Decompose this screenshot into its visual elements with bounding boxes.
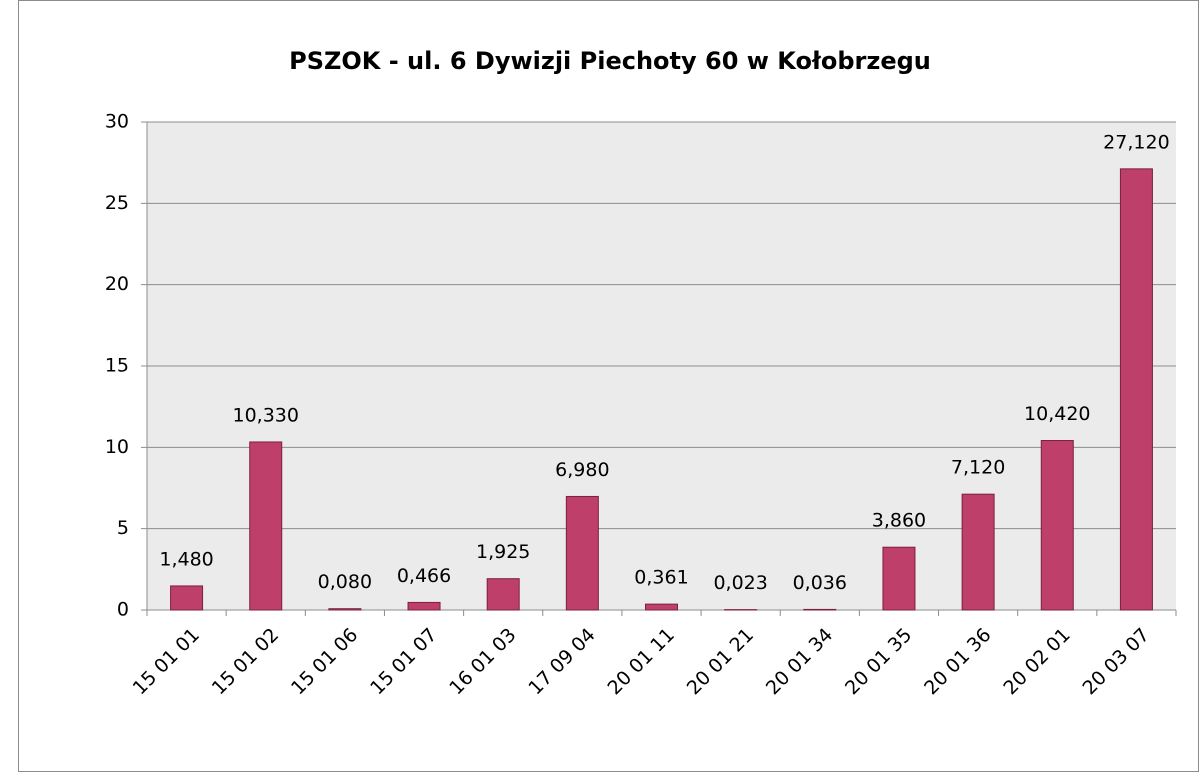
value-label: 0,466 xyxy=(397,565,451,587)
bar xyxy=(565,495,599,611)
value-label: 0,036 xyxy=(793,572,847,594)
y-tick-label: 10 xyxy=(105,436,129,458)
bar xyxy=(1040,440,1074,611)
value-label: 0,361 xyxy=(634,567,688,589)
value-label: 10,330 xyxy=(232,404,298,426)
value-label: 10,420 xyxy=(1024,403,1090,425)
value-label: 1,925 xyxy=(476,541,530,563)
bar xyxy=(328,608,362,611)
bar xyxy=(170,585,204,611)
value-label: 3,860 xyxy=(872,510,926,532)
y-tick-label: 5 xyxy=(117,517,129,539)
value-label: 0,023 xyxy=(713,572,767,594)
y-tick-label: 20 xyxy=(105,273,129,295)
bar xyxy=(645,603,678,611)
bar xyxy=(1119,168,1153,611)
value-label: 27,120 xyxy=(1103,131,1169,153)
chart-title: PSZOK - ul. 6 Dywizji Piechoty 60 w Koło… xyxy=(289,47,931,75)
value-label: 6,980 xyxy=(555,459,609,481)
y-tick-label: 15 xyxy=(105,355,129,377)
bar xyxy=(486,578,520,611)
bar xyxy=(961,493,995,611)
value-label: 7,120 xyxy=(951,457,1005,479)
y-tick-label: 0 xyxy=(117,599,129,621)
bar xyxy=(407,601,441,611)
value-label: 0,080 xyxy=(318,571,372,593)
value-label: 1,480 xyxy=(159,548,213,570)
bar xyxy=(803,608,837,611)
bar xyxy=(249,441,283,611)
bar xyxy=(882,546,916,611)
y-tick-label: 30 xyxy=(105,111,129,133)
y-tick-label: 25 xyxy=(105,192,129,214)
